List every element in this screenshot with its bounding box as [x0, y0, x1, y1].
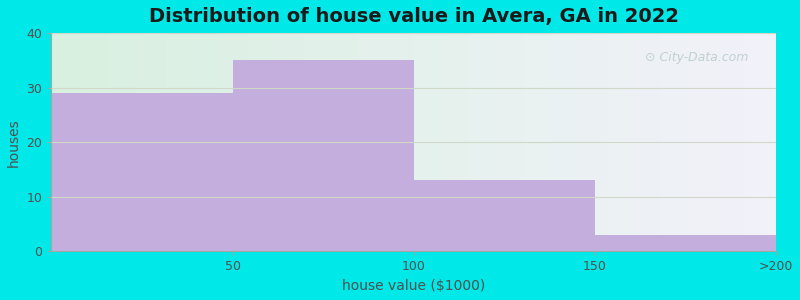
Title: Distribution of house value in Avera, GA in 2022: Distribution of house value in Avera, GA…: [149, 7, 678, 26]
Bar: [414, 181, 594, 251]
Bar: [233, 60, 414, 251]
Bar: [594, 235, 776, 251]
Bar: [51, 93, 233, 251]
Text: ⊙ City-Data.com: ⊙ City-Data.com: [646, 50, 749, 64]
Y-axis label: houses: houses: [7, 118, 21, 166]
X-axis label: house value ($1000): house value ($1000): [342, 279, 486, 293]
